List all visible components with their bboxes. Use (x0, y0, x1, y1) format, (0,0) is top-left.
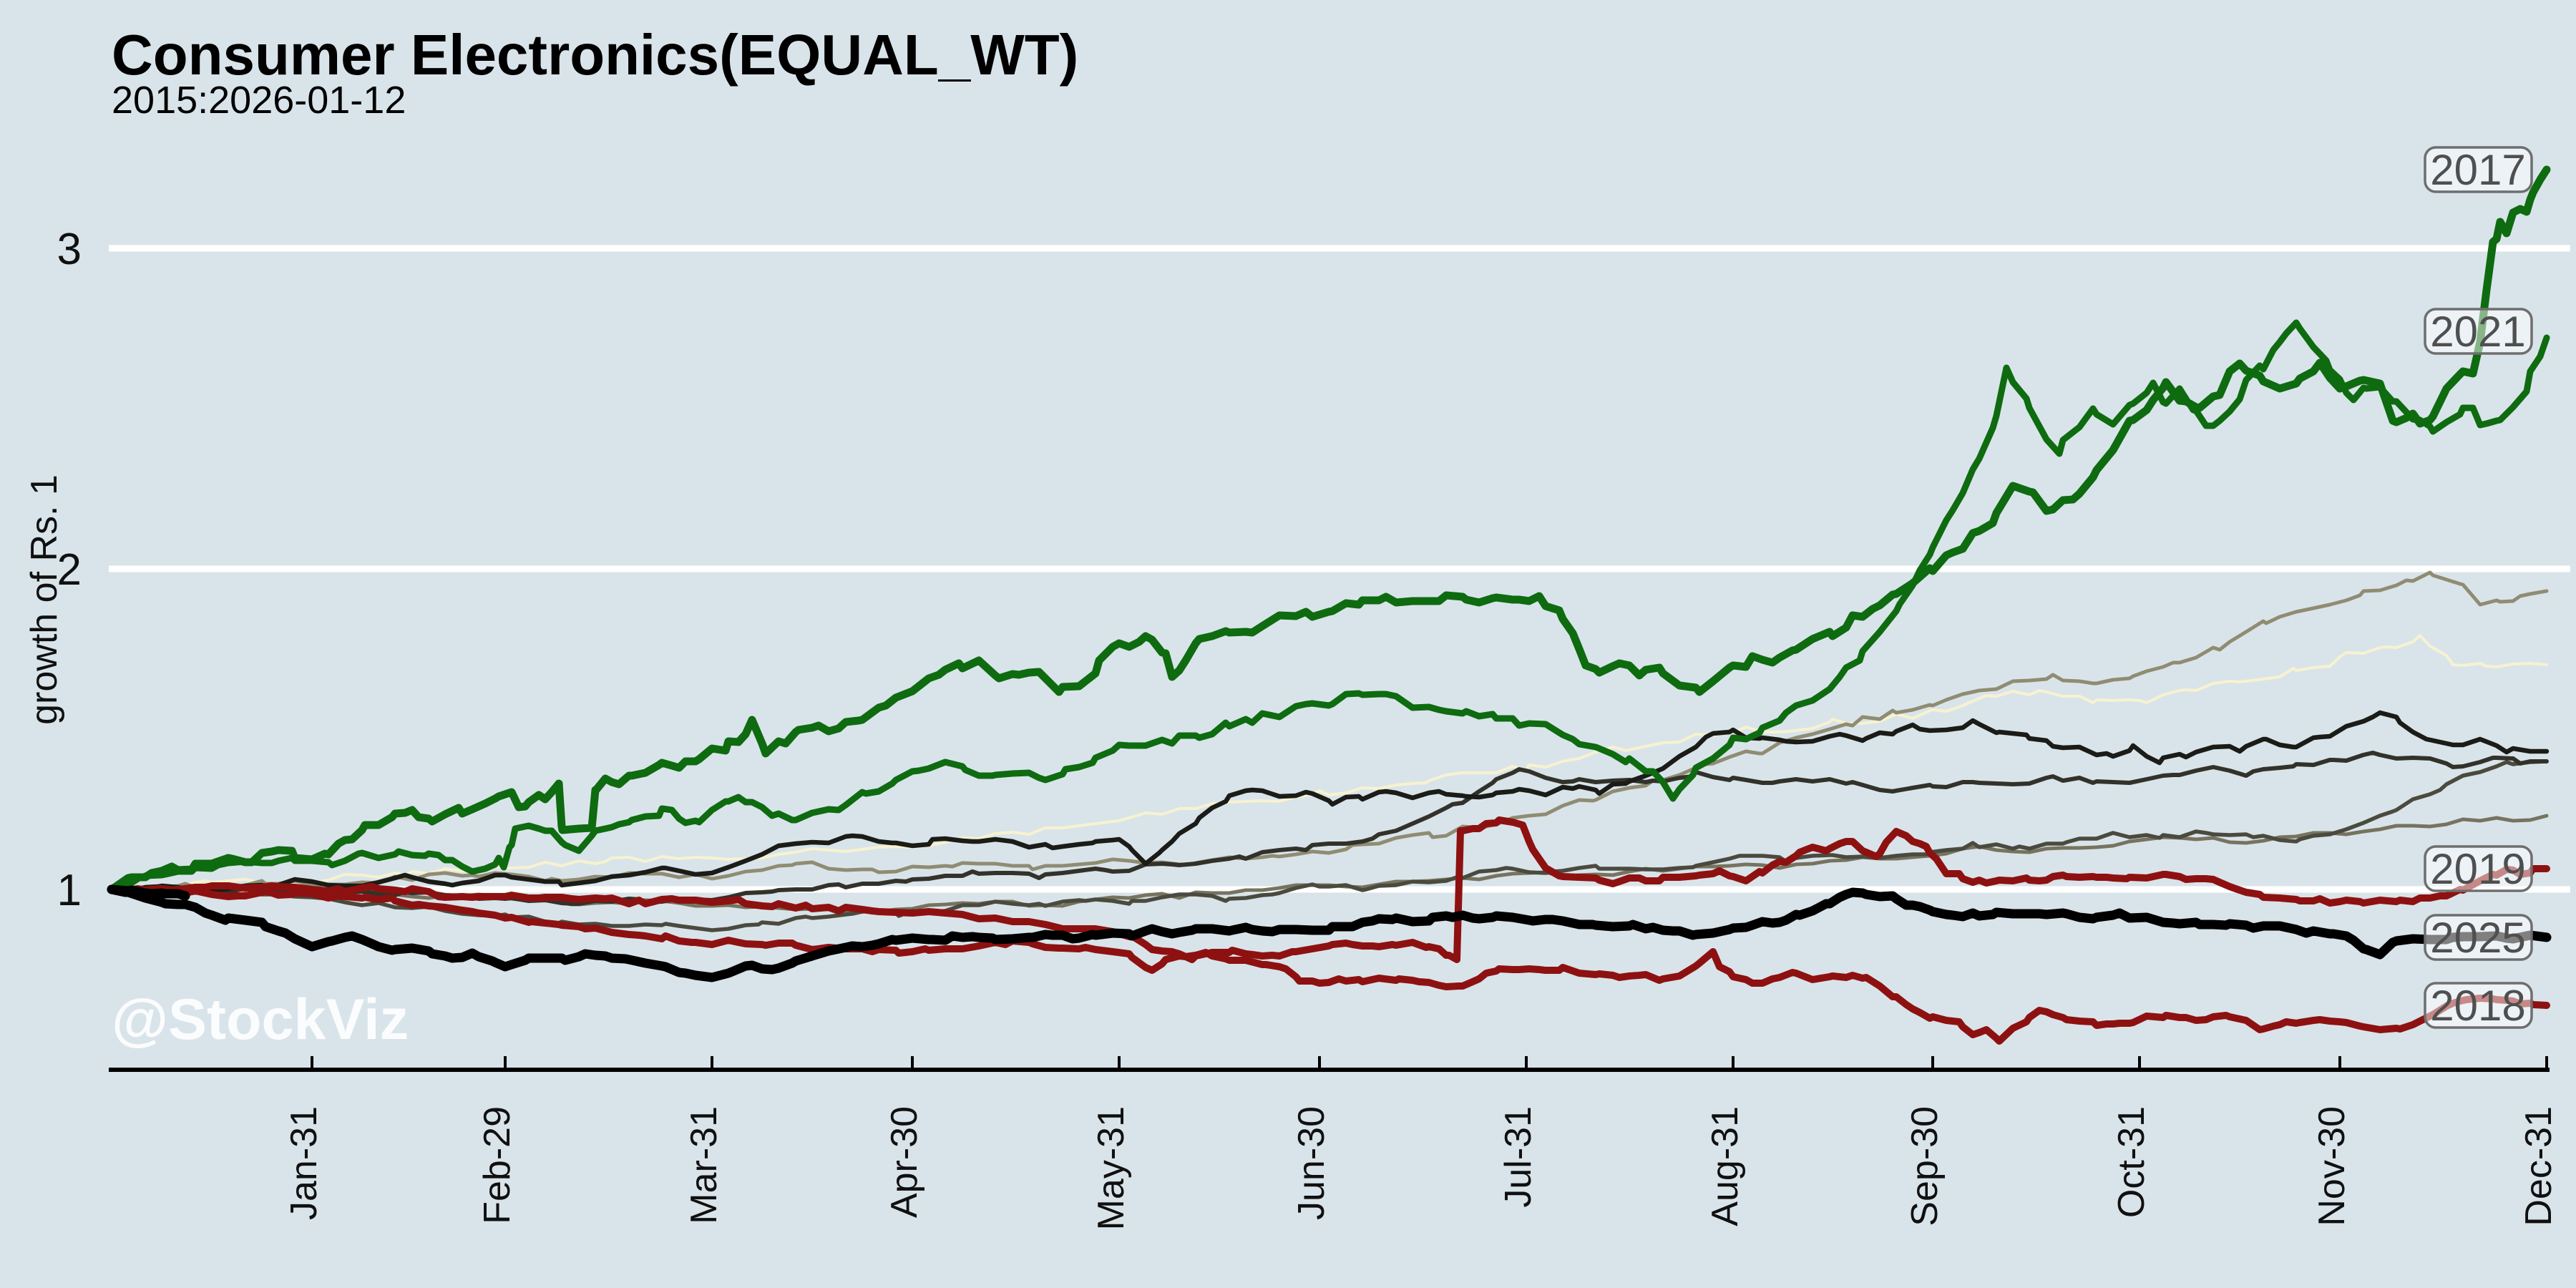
svg-text:Jun-30: Jun-30 (1291, 1106, 1332, 1220)
svg-text:Apr-30: Apr-30 (884, 1106, 925, 1218)
svg-text:2015:2026-01-12: 2015:2026-01-12 (112, 79, 406, 122)
svg-text:Jul-31: Jul-31 (1498, 1106, 1539, 1208)
svg-text:2019: 2019 (2430, 845, 2525, 893)
svg-text:growth of Rs. 1: growth of Rs. 1 (24, 474, 65, 725)
svg-text:2025: 2025 (2430, 914, 2525, 962)
svg-text:2018: 2018 (2430, 982, 2525, 1030)
svg-text:Feb-29: Feb-29 (477, 1106, 518, 1224)
svg-text:2: 2 (57, 545, 82, 595)
svg-text:3: 3 (57, 225, 82, 274)
svg-text:2021: 2021 (2430, 308, 2525, 356)
svg-text:@StockViz: @StockViz (112, 987, 409, 1052)
svg-text:Oct-31: Oct-31 (2111, 1106, 2152, 1218)
svg-text:Mar-31: Mar-31 (683, 1106, 725, 1224)
svg-text:Nov-30: Nov-30 (2311, 1106, 2353, 1226)
svg-text:2017: 2017 (2430, 146, 2525, 194)
svg-text:Jan-31: Jan-31 (283, 1106, 325, 1220)
svg-text:Consumer Electronics(EQUAL_WT): Consumer Electronics(EQUAL_WT) (112, 23, 1078, 87)
svg-text:Aug-31: Aug-31 (1704, 1106, 1746, 1226)
svg-text:May-31: May-31 (1091, 1106, 1132, 1230)
svg-text:Sep-30: Sep-30 (1904, 1106, 1946, 1226)
svg-text:Dec-31: Dec-31 (2518, 1106, 2560, 1226)
svg-text:1: 1 (57, 866, 82, 915)
